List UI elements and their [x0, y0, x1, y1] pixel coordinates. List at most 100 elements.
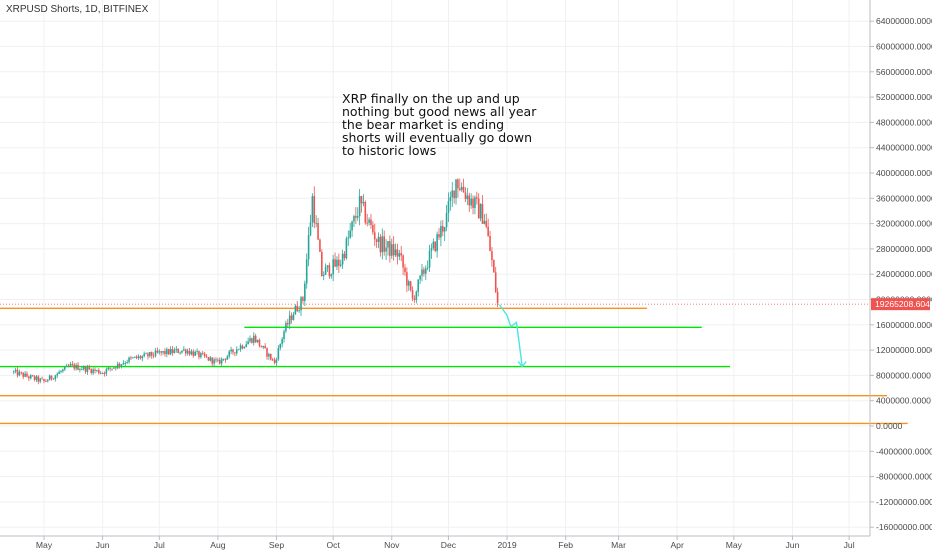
- candle-body: [77, 364, 79, 370]
- candle-body: [311, 196, 314, 223]
- candle-body: [158, 351, 161, 353]
- price-axis[interactable]: 64000000.0000 60000000.0000 56000000.0000 5…: [870, 16, 932, 532]
- candle-body: [169, 349, 172, 355]
- candle-body: [455, 179, 457, 199]
- candle-body: [173, 350, 176, 353]
- candle-body: [62, 369, 64, 372]
- candle-body: [258, 339, 261, 346]
- candle-body: [79, 369, 81, 371]
- candle-body: [116, 363, 119, 369]
- price-tick-label: 64000000.0000: [876, 16, 932, 26]
- candle-body: [94, 369, 96, 371]
- candle-body: [12, 371, 15, 373]
- chart-title: XRPUSD Shorts, 1D, BITFINEX: [6, 4, 149, 15]
- price-tick-label: 52000000.0000: [876, 92, 932, 102]
- candle-body: [81, 369, 83, 371]
- price-tick-label: 8000000.0000: [876, 370, 931, 380]
- price-tick-label: 16000000.0000: [876, 320, 932, 330]
- candle-body: [487, 226, 489, 236]
- price-tick-label: 24000000.0000: [876, 269, 932, 279]
- candle-body: [88, 367, 91, 370]
- candle-body: [362, 201, 365, 204]
- candle-body: [407, 281, 410, 286]
- candle-body: [50, 375, 53, 379]
- candle-body: [419, 275, 421, 280]
- candle-body: [459, 188, 461, 190]
- candle-body: [111, 368, 113, 370]
- time-tick-label: Jul: [844, 540, 855, 550]
- candle-body: [167, 349, 170, 355]
- time-axis[interactable]: May Jun Jul Aug Sep Oct Nov Dec 2019 Feb Mar Apr May…: [36, 536, 855, 550]
- candle-body: [86, 367, 89, 372]
- candle-body: [443, 227, 446, 232]
- candle-body: [71, 364, 74, 365]
- candle-body: [209, 357, 212, 361]
- candle-body: [415, 291, 418, 300]
- candle-body: [16, 369, 19, 376]
- candle-body: [43, 379, 45, 382]
- candle-body: [436, 234, 438, 252]
- candle-body: [377, 236, 380, 242]
- candle-body: [20, 372, 23, 373]
- candle-body: [46, 380, 49, 382]
- candle-body: [398, 253, 401, 257]
- candle-body: [326, 265, 329, 268]
- candle-body: [67, 365, 70, 367]
- price-tick-label: 44000000.0000: [876, 143, 932, 153]
- candle-body: [137, 356, 140, 359]
- candle-body: [226, 356, 229, 360]
- candle-body: [56, 373, 59, 376]
- projection-line: [498, 304, 523, 367]
- price-tick-label: -12000000.0000: [876, 497, 932, 507]
- price-tick-label: -16000000.0000: [876, 522, 932, 532]
- candle-body: [307, 235, 310, 260]
- candle-body: [476, 197, 478, 199]
- candle-body: [336, 259, 338, 267]
- candle-body: [243, 346, 246, 349]
- candle-body: [351, 221, 353, 231]
- candle-body: [247, 341, 249, 345]
- price-tick-label: 4000000.0000: [876, 396, 931, 406]
- candle-body: [139, 356, 142, 359]
- candle-body: [438, 234, 440, 238]
- candle-body: [130, 357, 132, 359]
- candle-body: [294, 305, 297, 315]
- candle-body: [424, 268, 427, 274]
- candle-body: [479, 203, 482, 219]
- price-tick-label: 32000000.0000: [876, 219, 932, 229]
- candle-body: [211, 357, 214, 364]
- candle-body: [166, 349, 168, 355]
- candle-body: [164, 351, 166, 355]
- price-tick-label: 40000000.0000: [876, 168, 932, 178]
- annotation-text: XRP finally on the up and up nothing but…: [342, 91, 537, 158]
- candle-body: [107, 367, 110, 370]
- candle-body: [135, 356, 138, 359]
- candle-body: [190, 351, 193, 355]
- candle-body: [58, 372, 60, 374]
- candle-body: [160, 351, 162, 353]
- candle-body: [149, 352, 151, 357]
- candle-body: [355, 216, 357, 218]
- candle-body: [188, 350, 191, 355]
- candle-body: [266, 348, 268, 357]
- candle-body: [491, 251, 493, 261]
- candle-body: [368, 219, 370, 223]
- candle-body: [41, 378, 43, 380]
- candle-body: [441, 226, 444, 232]
- candle-body: [48, 375, 51, 381]
- candle-body: [215, 359, 217, 361]
- candle-body: [213, 359, 215, 364]
- candle-body: [251, 338, 253, 343]
- time-tick-label: Aug: [210, 540, 226, 550]
- candle-body: [101, 372, 104, 374]
- candle-body: [379, 236, 382, 253]
- candle-body: [338, 259, 340, 266]
- candle-body: [449, 197, 452, 202]
- candle-body: [194, 351, 196, 356]
- candle-body: [75, 364, 77, 369]
- candle-body: [201, 353, 204, 354]
- candle-body: [394, 249, 397, 256]
- time-tick-label: Sep: [269, 540, 285, 550]
- candle-body: [232, 349, 234, 353]
